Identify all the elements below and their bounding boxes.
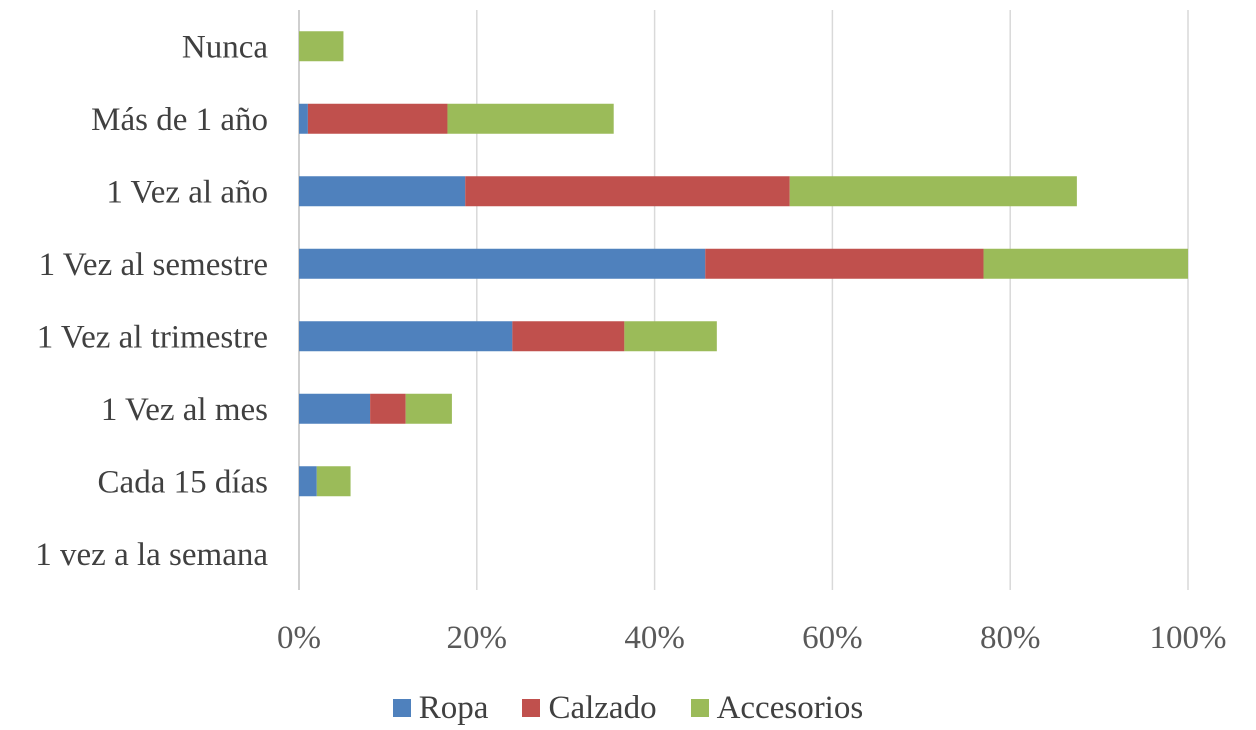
- category-label: Nunca: [182, 29, 268, 65]
- x-tick-label: 0%: [277, 620, 321, 656]
- bar-segment-ropa: [299, 321, 513, 352]
- stacked-bar-chart: 0% 20% 40% 60% 80% 100% Nunca Más de 1 año 1 Vez…: [35, 10, 1227, 656]
- legend-label: Accesorios: [716, 689, 864, 726]
- legend-swatch: [392, 699, 411, 717]
- category-label: 1 Vez al semestre: [39, 247, 268, 283]
- category-label: 1 Vez al trimestre: [37, 319, 268, 355]
- legend-item: Accesorios: [690, 689, 864, 727]
- bar-segment-ropa: [299, 103, 308, 134]
- category-label: Más de 1 año: [91, 102, 268, 138]
- x-tick-label: 60%: [802, 620, 863, 656]
- bar-segment-accesorios: [316, 466, 351, 497]
- category-label: 1 vez a la semana: [35, 537, 268, 573]
- legend-label: Ropa: [418, 689, 489, 726]
- legend-item: Calzado: [522, 689, 657, 727]
- bar-segment-calzado: [705, 248, 984, 279]
- bar-segment-ropa: [299, 248, 706, 279]
- bar-segment-accesorios: [983, 248, 1188, 279]
- bar-segment-ropa: [299, 393, 371, 424]
- legend-swatch: [522, 699, 541, 717]
- legend-swatch: [690, 699, 709, 717]
- legend-item: Ropa: [392, 689, 489, 727]
- bar-segment-calzado: [370, 393, 406, 424]
- bar-segment-calzado: [512, 321, 625, 352]
- bar-segment-accesorios: [405, 393, 452, 424]
- x-tick-label: 80%: [980, 620, 1041, 656]
- bar-segment-calzado: [307, 103, 448, 134]
- category-label: Cada 15 días: [98, 464, 268, 500]
- bar-segment-ropa: [299, 176, 466, 207]
- x-tick-label: 20%: [447, 620, 508, 656]
- category-label: 1 Vez al mes: [101, 392, 268, 428]
- bar-segment-accesorios: [447, 103, 614, 134]
- bar-segment-accesorios: [624, 321, 717, 352]
- category-label: 1 Vez al año: [106, 174, 268, 210]
- bar-segment-accesorios: [789, 176, 1077, 207]
- legend: Ropa Calzado Accesorios: [0, 686, 1256, 730]
- x-tick-label: 40%: [624, 620, 685, 656]
- bar-segment-accesorios: [299, 31, 344, 62]
- legend-label: Calzado: [548, 689, 657, 726]
- bar-segment-ropa: [299, 466, 317, 497]
- x-tick-label: 100%: [1150, 620, 1227, 656]
- bar-segment-calzado: [465, 176, 790, 207]
